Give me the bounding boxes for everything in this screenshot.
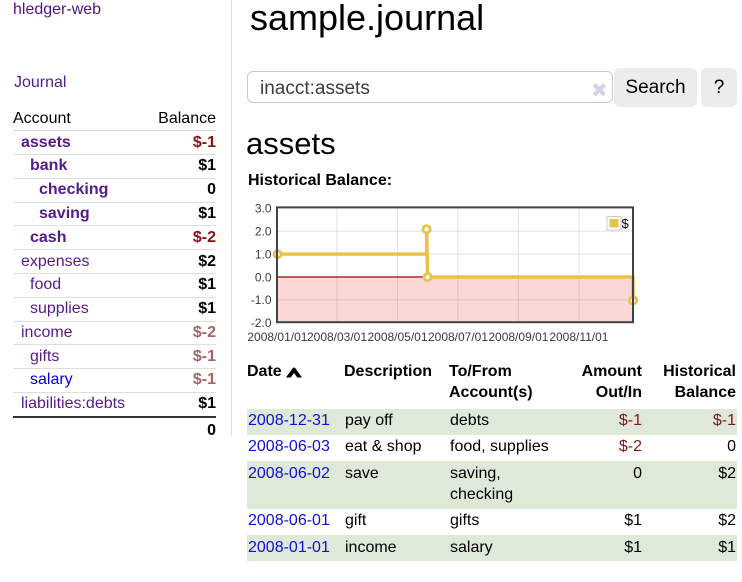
svg-text:2008/11/01: 2008/11/01 xyxy=(549,330,608,344)
svg-text:1.0: 1.0 xyxy=(255,247,272,261)
svg-text:3.0: 3.0 xyxy=(255,202,272,216)
svg-text:2.0: 2.0 xyxy=(255,225,272,239)
svg-text:0.0: 0.0 xyxy=(255,270,272,284)
svg-text:2008/03/01: 2008/03/01 xyxy=(307,330,367,344)
svg-text:2008/01/01: 2008/01/01 xyxy=(247,330,307,344)
svg-text:2008/05/01: 2008/05/01 xyxy=(367,330,427,344)
svg-text:-1.0: -1.0 xyxy=(251,293,272,307)
svg-text:2008/07/01: 2008/07/01 xyxy=(428,330,488,344)
svg-text:$: $ xyxy=(622,216,630,231)
svg-text:2008/09/01: 2008/09/01 xyxy=(488,330,548,344)
svg-text:-2.0: -2.0 xyxy=(251,316,272,330)
